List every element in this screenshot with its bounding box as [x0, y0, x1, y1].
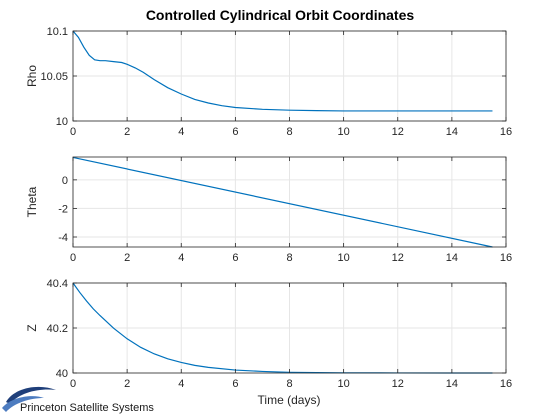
y-tick-label: 0	[62, 175, 68, 187]
x-tick-label: 8	[286, 252, 292, 264]
logo-text: Princeton Satellite Systems	[20, 402, 154, 414]
x-tick-label: 6	[232, 252, 238, 264]
subplot-theta: 0 2 4 6 8 10 12 14 16 -4 -2 0 Theta	[25, 156, 512, 264]
x-tick-label: 10	[338, 126, 350, 138]
x-tick-label: 4	[178, 378, 184, 390]
swoosh-accent-icon	[2, 396, 44, 412]
x-tick-label: 0	[70, 126, 76, 138]
x-tick-label: 16	[500, 252, 512, 264]
y-tick-label: 10	[56, 116, 68, 128]
y-tick-label: 40.4	[47, 278, 68, 290]
swoosh-icon	[6, 386, 56, 404]
y-tick-label: 10.1	[47, 26, 68, 38]
x-tick-label: 16	[500, 126, 512, 138]
y-tick-label: -2	[58, 203, 68, 215]
subplot-z: 0 2 4 6 8 10 12 14 16 40 40.2 40.4 Z	[25, 278, 512, 390]
x-tick-label: 8	[286, 126, 292, 138]
x-tick-label: 14	[446, 126, 458, 138]
y-axis-title: Rho	[25, 65, 39, 87]
y-axis-title: Theta	[25, 186, 39, 217]
subplot-rho: 0 2 4 6 8 10 12 14 16 10 10.05 10.1 Rho	[25, 26, 512, 138]
y-tick-label: 40	[56, 368, 68, 380]
x-tick-label: 10	[338, 252, 350, 264]
x-tick-label: 12	[392, 378, 404, 390]
x-tick-label: 4	[178, 252, 184, 264]
y-tick-label: -4	[58, 232, 68, 244]
figure-title: Controlled Cylindrical Orbit Coordinates	[146, 7, 415, 23]
y-axis-title: Z	[25, 324, 39, 331]
x-tick-label: 14	[446, 378, 458, 390]
x-tick-label: 10	[338, 378, 350, 390]
x-tick-label: 12	[392, 126, 404, 138]
x-tick-label: 2	[124, 378, 130, 390]
x-tick-label: 0	[70, 252, 76, 264]
x-tick-label: 6	[232, 126, 238, 138]
x-tick-label: 2	[124, 252, 130, 264]
y-tick-label: 40.2	[47, 323, 68, 335]
x-tick-label: 14	[446, 252, 458, 264]
y-tick-label: 10.05	[40, 71, 68, 83]
x-axis-title: Time (days)	[258, 393, 321, 407]
x-tick-label: 6	[232, 378, 238, 390]
x-tick-label: 0	[70, 378, 76, 390]
x-tick-label: 4	[178, 126, 184, 138]
x-tick-label: 16	[500, 378, 512, 390]
series-line	[72, 156, 493, 248]
series-line	[72, 30, 493, 112]
company-logo: Princeton Satellite Systems	[2, 386, 154, 414]
subplots: 0 2 4 6 8 10 12 14 16 10 10.05 10.1 Rho 0 2 4 6 8 10 12 14 16…	[25, 26, 512, 390]
x-tick-label: 2	[124, 126, 130, 138]
x-tick-label: 12	[392, 252, 404, 264]
x-tick-label: 8	[286, 378, 292, 390]
